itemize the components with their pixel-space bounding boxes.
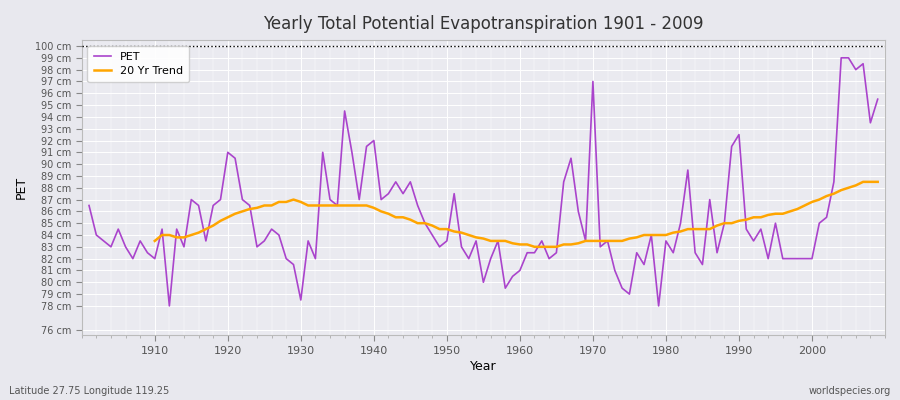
Legend: PET, 20 Yr Trend: PET, 20 Yr Trend (87, 46, 189, 82)
20 Yr Trend (529, 244, 540, 249)
X-axis label: Year: Year (470, 360, 497, 373)
PET (310, 256, 320, 261)
Y-axis label: PET: PET (15, 176, 28, 199)
20 Yr Trend (149, 238, 160, 243)
Line: 20 Yr Trend: 20 Yr Trend (155, 182, 877, 247)
20 Yr Trend (288, 197, 299, 202)
PET (522, 250, 533, 255)
Title: Yearly Total Potential Evapotranspiration 1901 - 2009: Yearly Total Potential Evapotranspiratio… (263, 15, 704, 33)
20 Yr Trend (522, 242, 533, 247)
20 Yr Trend (318, 203, 328, 208)
Text: Latitude 27.75 Longitude 119.25: Latitude 27.75 Longitude 119.25 (9, 386, 169, 396)
PET (164, 304, 175, 308)
Text: worldspecies.org: worldspecies.org (809, 386, 891, 396)
20 Yr Trend (843, 185, 854, 190)
PET (84, 203, 94, 208)
PET (609, 268, 620, 273)
PET (515, 268, 526, 273)
20 Yr Trend (872, 180, 883, 184)
20 Yr Trend (588, 238, 598, 243)
PET (836, 56, 847, 60)
PET (142, 250, 153, 255)
Line: PET: PET (89, 58, 878, 306)
PET (354, 197, 364, 202)
PET (872, 97, 883, 102)
20 Yr Trend (858, 180, 868, 184)
20 Yr Trend (821, 194, 832, 198)
